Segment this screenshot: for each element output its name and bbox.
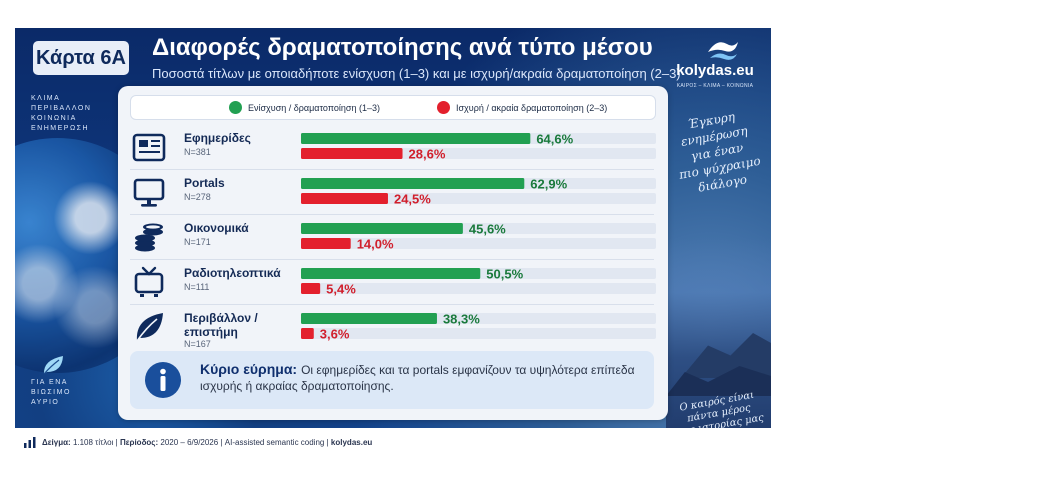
footer-separator: |	[220, 437, 223, 447]
category-label: Οικονομικά	[184, 221, 294, 235]
category-label-line: Οικονομικά	[184, 221, 249, 235]
category-label: Ραδιοτηλεοπτικά	[184, 266, 294, 280]
bar-value-label: 45,6%	[469, 222, 506, 237]
footer-separator: |	[115, 437, 118, 447]
bar-chart-icon	[24, 436, 36, 448]
bar-value-label: 24,5%	[394, 192, 431, 207]
side-quote: Έγκυρη ενημέρωση για έναν πιο ψύχραιμο δ…	[661, 104, 771, 200]
bar-value-label: 62,9%	[530, 177, 567, 192]
left-motto-line: ΑΥΡΙΟ	[31, 399, 60, 406]
category-label: Portals	[184, 176, 294, 190]
footer-sample-label: Δείγμα:	[42, 437, 71, 447]
brand-name: kolydas.eu	[676, 62, 754, 79]
bar-strong-dramatization	[301, 148, 403, 159]
chart-subtitle: Ποσοστά τίτλων με οποιαδήποτε ενίσχυση (…	[152, 66, 681, 81]
footer-period-label: Περίοδος:	[119, 437, 159, 447]
card-tag: Κάρτα 6Α	[33, 41, 129, 75]
sample-size-label: N=167	[184, 339, 211, 349]
category-label-line: Portals	[184, 176, 225, 190]
infographic-card: Κάρτα 6Α Διαφορές δραματοποίησης ανά τύπ…	[15, 28, 771, 456]
bar-amplification	[301, 178, 525, 189]
left-keyword-stack: ΚΛΙΜΑ ΠΕΡΙΒΑΛΛΟΝ ΚΟΙΝΩΝΙΑ ΕΝΗΜΕΡΩΣΗ	[31, 94, 91, 134]
bar-track	[301, 328, 656, 339]
sample-size-label: N=111	[184, 282, 210, 292]
legend-label: Ενίσχυση / δραματοποίηση (1–3)	[248, 102, 380, 113]
wave-logo-icon	[708, 42, 738, 60]
legend-label: Ισχυρή / ακραία δραματοποίηση (2–3)	[456, 102, 608, 113]
category-row: Portals N=278	[130, 170, 654, 215]
key-finding-title: Κύριο εύρημα:	[200, 361, 298, 377]
bar-amplification	[301, 133, 531, 144]
footer-site: kolydas.eu	[330, 437, 373, 447]
sample-size-label: N=381	[184, 147, 211, 157]
tv-icon	[134, 266, 164, 297]
legend-swatch-green	[229, 101, 242, 114]
key-finding-text: Κύριο εύρημα: Οι εφημερίδες και τα portal…	[200, 361, 640, 394]
category-label: Περιβάλλον / επιστήμη	[184, 311, 294, 339]
bar-chart: 64,6% 28,6% 62,9% 24,5% 45,6% 14,0% 50,5% 5,4% 3…	[301, 132, 656, 342]
sample-size-label: N=171	[184, 237, 211, 247]
bar-track	[301, 193, 656, 204]
left-keyword: ΕΝΗΜΕΡΩΣΗ	[31, 125, 90, 132]
footer-separator: |	[326, 437, 329, 447]
left-motto-line: ΓΙΑ ΕΝΑ	[31, 379, 68, 386]
row-divider	[130, 304, 654, 305]
bar-track	[301, 283, 656, 294]
category-label-line: Ραδιοτηλεοπτικά	[184, 266, 281, 280]
chart-legend: Ενίσχυση / δραματοποίηση (1–3) Ισχυρή / …	[130, 95, 656, 120]
bar-value-label: 50,5%	[486, 267, 523, 282]
row-divider	[130, 214, 654, 215]
key-finding-box: Κύριο εύρημα: Οι εφημερίδες και τα portal…	[130, 351, 654, 409]
row-divider	[130, 259, 654, 260]
bar-value-label: 38,3%	[443, 312, 480, 327]
category-row: Οικονομικά N=171	[130, 215, 654, 260]
left-keyword: ΠΕΡΙΒΑΛΛΟΝ	[31, 105, 92, 112]
brand-tagline: ΚΑΙΡΟΣ – ΚΛΙΜΑ – ΚΟΙΝΩΝΙΑ	[676, 83, 754, 89]
category-row: Περιβάλλον / επιστήμη N=167	[130, 305, 654, 349]
leaf-icon	[43, 356, 63, 375]
chart-panel: Ενίσχυση / δραματοποίηση (1–3) Ισχυρή / …	[118, 86, 668, 420]
bar-amplification	[301, 268, 481, 279]
left-keyword: ΚΟΙΝΩΝΙΑ	[31, 115, 77, 122]
footer-sample-value: 1.108 τίτλοι	[72, 437, 114, 447]
left-motto-line: ΒΙΩΣΙΜΟ	[31, 389, 71, 396]
bar-strong-dramatization	[301, 283, 321, 294]
sample-size-label: N=278	[184, 192, 211, 202]
bar-strong-dramatization	[301, 238, 351, 249]
bar-value-label: 5,4%	[326, 282, 356, 297]
bar-value-label: 64,6%	[536, 132, 573, 147]
bar-amplification	[301, 313, 437, 324]
coins-icon	[135, 223, 163, 252]
bar-value-label: 28,6%	[409, 147, 446, 162]
bar-track	[301, 238, 656, 249]
bar-amplification	[301, 223, 463, 234]
bar-value-label: 14,0%	[357, 237, 394, 252]
category-label-line: Περιβάλλον /	[184, 311, 258, 325]
category-label-line: επιστήμη	[184, 325, 238, 339]
info-icon	[145, 362, 181, 398]
footer-period-value: 2020 – 6/9/2026	[160, 437, 219, 447]
chart-title: Διαφορές δραματοποίησης ανά τύπο μέσου	[152, 34, 653, 61]
newspaper-icon	[132, 133, 166, 162]
bar-value-label: 3,6%	[320, 327, 350, 342]
category-row: Εφημερίδες N=381	[130, 125, 654, 170]
bar-strong-dramatization	[301, 328, 314, 339]
category-row: Ραδιοτηλεοπτικά N=111	[130, 260, 654, 305]
monitor-icon	[133, 178, 165, 207]
category-label-line: Εφημερίδες	[184, 131, 251, 145]
footer-method: AI-assisted semantic coding	[224, 437, 325, 447]
leaf-icon	[136, 313, 163, 342]
bar-strong-dramatization	[301, 193, 388, 204]
category-label: Εφημερίδες	[184, 131, 294, 145]
legend-item-strong-dramatization: Ισχυρή / ακραία δραματοποίηση (2–3)	[437, 101, 607, 114]
left-keyword: ΚΛΙΜΑ	[31, 95, 61, 102]
left-motto-stack: ΓΙΑ ΕΝΑ ΒΙΩΣΙΜΟ ΑΥΡΙΟ	[31, 378, 71, 408]
legend-item-amplification: Ενίσχυση / δραματοποίηση (1–3)	[229, 101, 380, 114]
footer-bar: Δείγμα: 1.108 τίτλοι | Περίοδος: 2020 – …	[15, 428, 771, 456]
legend-swatch-red	[437, 101, 450, 114]
row-divider	[130, 169, 654, 170]
key-finding-body: Οι εφημερίδες και τα portals εμφανίζουν …	[200, 363, 635, 393]
